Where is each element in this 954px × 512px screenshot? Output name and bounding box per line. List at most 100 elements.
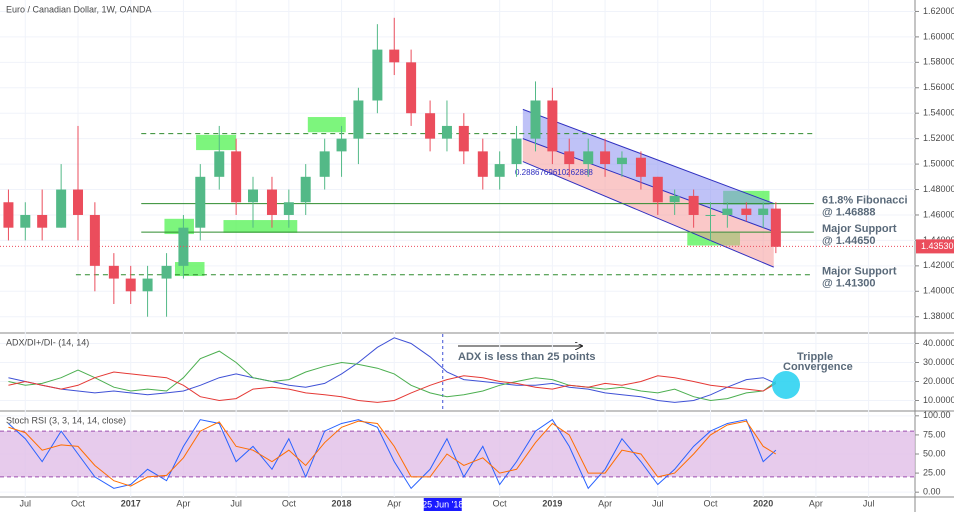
indicator-line	[8, 371, 777, 403]
last-price-label: 1.43530	[921, 241, 954, 251]
candle-body	[406, 62, 417, 114]
y-tick-label: 50.00	[923, 448, 946, 458]
x-tick-label: Apr	[387, 498, 401, 508]
y-tick-label: 1.58000	[923, 57, 954, 67]
candle-body	[372, 49, 383, 101]
highlight-circle	[772, 371, 800, 399]
x-tick-label: Oct	[493, 498, 508, 508]
candle-body	[214, 151, 225, 177]
candle-body	[283, 202, 294, 215]
y-tick-label: 1.40000	[923, 286, 954, 296]
y-tick-label: 1.38000	[923, 311, 954, 321]
candle-body	[458, 125, 469, 152]
annotation: 0.2886769610262888	[515, 168, 593, 177]
candle-body	[511, 138, 522, 165]
channel-line	[522, 108, 774, 204]
candle-body	[161, 265, 172, 279]
y-tick-label: 1.52000	[923, 133, 954, 143]
candle-body	[770, 208, 781, 247]
channel-upper	[522, 109, 774, 232]
candle-body	[547, 100, 558, 152]
zone	[196, 134, 237, 151]
candle-body	[669, 195, 680, 203]
crosshair-label-box	[423, 498, 462, 511]
candle-body	[266, 189, 277, 215]
x-tick-label: Jul	[863, 498, 875, 508]
candle-body	[530, 100, 541, 139]
y-tick-label: 1.54000	[923, 108, 954, 118]
candle-body	[247, 189, 258, 203]
y-tick-label: 1.60000	[923, 31, 954, 41]
y-tick-label: 1.42000	[923, 260, 954, 270]
x-tick-label: Oct	[71, 498, 86, 508]
candle-body	[336, 138, 347, 152]
x-tick-label: Oct	[282, 498, 297, 508]
y-tick-label: 75.00	[923, 429, 946, 439]
x-tick-label: Jul	[20, 498, 32, 508]
candle-body	[389, 49, 400, 63]
x-tick-label: Apr	[809, 498, 823, 508]
candle-body	[741, 208, 752, 215]
indicator-line	[8, 337, 777, 403]
indicator-line	[8, 420, 777, 487]
channel-lower	[522, 138, 774, 268]
candle-body	[564, 151, 575, 165]
candle-body	[195, 176, 206, 228]
y-tick-label: 10.00000	[923, 395, 954, 405]
candle-body	[441, 125, 452, 139]
candle-body	[652, 176, 663, 203]
y-tick-label: 30.00000	[923, 357, 954, 367]
candle-body	[142, 278, 153, 292]
y-tick-label: 100.00	[923, 410, 951, 420]
indicator-line	[8, 418, 777, 490]
stoch-band	[0, 431, 915, 477]
y-tick-label: 25.00	[923, 467, 946, 477]
y-tick-label: 0.00	[923, 487, 941, 497]
zone	[307, 117, 346, 133]
level-label: @ 1.44650	[822, 235, 876, 247]
candle-body	[20, 214, 31, 228]
candle-body	[89, 214, 100, 266]
candle-body	[3, 202, 14, 228]
annotation: Convergence	[783, 361, 853, 373]
candle-body	[705, 214, 716, 216]
x-tick-label: Oct	[703, 498, 718, 508]
x-tick-label: 2017	[121, 498, 141, 508]
candle-body	[616, 157, 627, 165]
candle-body	[56, 189, 67, 228]
candle-body	[353, 100, 364, 139]
candle-body	[758, 208, 769, 215]
candle-body	[231, 151, 242, 203]
candle-body	[635, 157, 646, 177]
level-label: @ 1.46888	[822, 207, 876, 219]
candle-body	[688, 195, 699, 215]
level-label: 61.8% Fibonacci	[822, 195, 908, 207]
y-tick-label: 1.46000	[923, 209, 954, 219]
annotation: Tripple	[797, 351, 833, 363]
candle-body	[477, 151, 488, 177]
x-tick-label: Apr	[598, 498, 612, 508]
x-tick-label: 2020	[753, 498, 773, 508]
y-tick-label: 1.48000	[923, 184, 954, 194]
channel-line	[522, 161, 774, 268]
last-price-box	[916, 239, 954, 254]
candle-body	[722, 208, 733, 215]
candle-body	[319, 151, 330, 177]
candle-body	[494, 164, 505, 177]
x-tick-label: Jul	[230, 498, 242, 508]
y-tick-label: 40.00000	[923, 338, 954, 348]
level-label: Major Support	[822, 223, 897, 235]
candle-body	[600, 151, 611, 165]
y-tick-label: 1.50000	[923, 158, 954, 168]
candle-body	[37, 214, 48, 228]
candle-body	[125, 278, 136, 292]
candle-body	[73, 189, 84, 215]
x-tick-label: Jul	[652, 498, 664, 508]
level-label: Major Support	[822, 266, 897, 278]
chart-title: Euro / Canadian Dollar, 1W, OANDA	[6, 4, 152, 14]
annotation: ADX is less than 25 points	[458, 351, 596, 363]
candle-body	[108, 265, 119, 279]
